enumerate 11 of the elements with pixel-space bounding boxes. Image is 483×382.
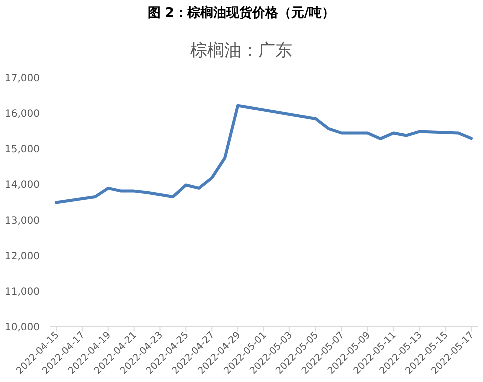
y-tick-label: 17,000 xyxy=(5,73,40,84)
chart-title: 图 2：棕榈油现货价格（元/吨） xyxy=(148,5,336,21)
y-tick-label: 11,000 xyxy=(5,287,40,298)
y-tick-label: 10,000 xyxy=(5,322,40,334)
chart-subtitle: 棕榈油：广东 xyxy=(190,41,292,61)
y-tick-label: 12,000 xyxy=(5,251,40,262)
y-tick-label: 13,000 xyxy=(5,216,40,227)
y-tick-label: 14,000 xyxy=(5,180,40,192)
y-tick-label: 16,000 xyxy=(5,108,40,120)
y-tick-label: 15,000 xyxy=(5,144,40,156)
line-series xyxy=(54,104,474,204)
